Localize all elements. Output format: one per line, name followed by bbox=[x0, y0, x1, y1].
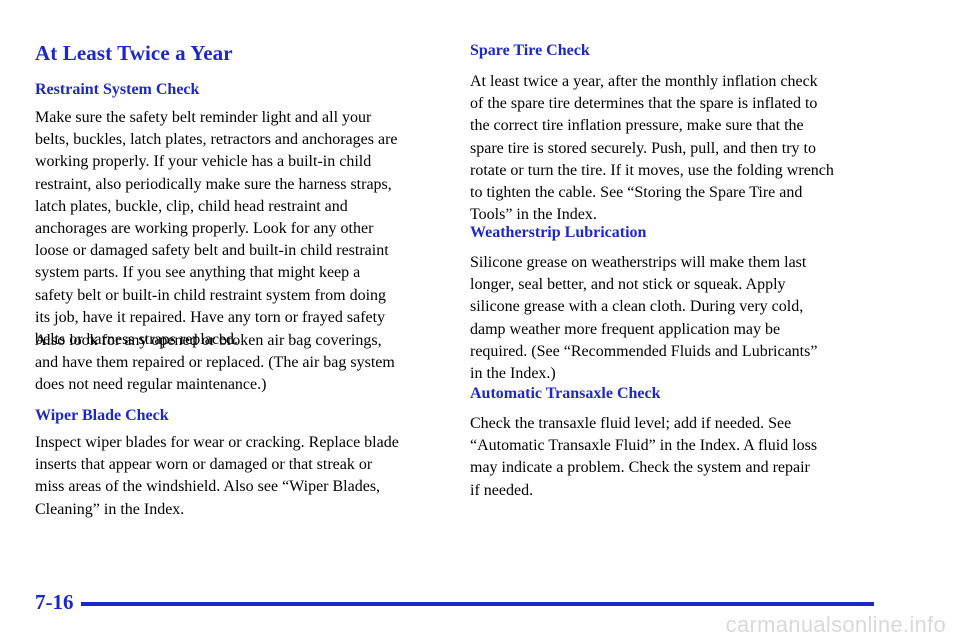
section-heading-restraint: Restraint System Check bbox=[35, 81, 200, 98]
text-line: damp weather more frequent application m… bbox=[470, 320, 781, 338]
wiper-paragraph: Inspect wiper blades for wear or crackin… bbox=[35, 432, 399, 521]
text-line: Inspect wiper blades for wear or crackin… bbox=[35, 434, 399, 451]
section-heading-transaxle: Automatic Transaxle Check bbox=[470, 385, 661, 402]
text-line: does not need regular maintenance.) bbox=[35, 376, 267, 394]
section-heading-weatherstrip: Weatherstrip Lubrication bbox=[470, 224, 647, 241]
text-line: required. (See “Recommended Fluids and L… bbox=[470, 342, 818, 360]
text-line: of the spare tire determines that the sp… bbox=[470, 95, 818, 113]
text-line: spare tire is stored securely. Push, pul… bbox=[470, 139, 816, 157]
restraint-paragraph-1: Make sure the safety belt reminder light… bbox=[35, 107, 398, 351]
text-line: may indicate a problem. Check the system… bbox=[470, 459, 810, 477]
text-line: anchorages are working properly. Look fo… bbox=[35, 220, 374, 238]
spare-tire-paragraph: At least twice a year, after the monthly… bbox=[470, 71, 834, 226]
page-number: 7-16 bbox=[35, 590, 74, 614]
text-line: Tools” in the Index. bbox=[470, 206, 597, 224]
text-line: Check the transaxle fluid level; add if … bbox=[470, 415, 792, 432]
text-line: latch plates, buckle, clip, child head r… bbox=[35, 197, 348, 215]
text-line: the correct tire inflation pressure, mak… bbox=[470, 117, 804, 135]
text-line: inserts that appear worn or damaged or t… bbox=[35, 456, 373, 474]
weatherstrip-paragraph: Silicone grease on weatherstrips will ma… bbox=[470, 252, 817, 385]
text-line: loose or damaged safety belt and built-i… bbox=[35, 242, 389, 260]
restraint-paragraph-2: Also look for any opened or broken air b… bbox=[35, 330, 395, 397]
text-line: miss areas of the windshield. Also see “… bbox=[35, 478, 381, 496]
page-title: At Least Twice a Year bbox=[35, 41, 233, 65]
text-line: system parts. If you see anything that m… bbox=[35, 264, 361, 282]
text-line: rotate or turn the tire. If it moves, us… bbox=[470, 161, 834, 179]
text-line: longer, seal better, and not stick or sq… bbox=[470, 276, 786, 294]
text-line: and have them repaired or replaced. (The… bbox=[35, 354, 395, 372]
section-heading-wiper: Wiper Blade Check bbox=[35, 407, 169, 424]
text-line: Also look for any opened or broken air b… bbox=[35, 332, 382, 349]
text-line: if needed. bbox=[470, 481, 534, 499]
text-line: its job, have it repaired. Have any torn… bbox=[35, 308, 386, 326]
text-line: in the Index.) bbox=[470, 365, 556, 383]
section-heading-spare-tire: Spare Tire Check bbox=[470, 42, 590, 59]
text-line: Silicone grease on weatherstrips will ma… bbox=[470, 254, 807, 271]
text-line: silicone grease with a clean cloth. Duri… bbox=[470, 298, 804, 316]
text-line: “Automatic Transaxle Fluid” in the Index… bbox=[470, 437, 818, 455]
text-line: working properly. If your vehicle has a … bbox=[35, 153, 372, 171]
text-line: Cleaning” in the Index. bbox=[35, 500, 185, 518]
footer-divider bbox=[81, 602, 874, 606]
text-line: to tighten the cable. See “Storing the S… bbox=[470, 184, 803, 202]
text-line: belts or harness straps replaced. bbox=[35, 331, 239, 349]
text-line: Make sure the safety belt reminder light… bbox=[35, 109, 372, 126]
text-line: belts, buckles, latch plates, retractors… bbox=[35, 131, 398, 149]
text-line: safety belt or built-in child restraint … bbox=[35, 286, 387, 304]
text-line: restraint, also periodically make sure t… bbox=[35, 175, 392, 193]
watermark: carmanualsonline.info bbox=[725, 612, 946, 637]
transaxle-paragraph: Check the transaxle fluid level; add if … bbox=[470, 413, 817, 502]
text-line: At least twice a year, after the monthly… bbox=[470, 73, 818, 90]
